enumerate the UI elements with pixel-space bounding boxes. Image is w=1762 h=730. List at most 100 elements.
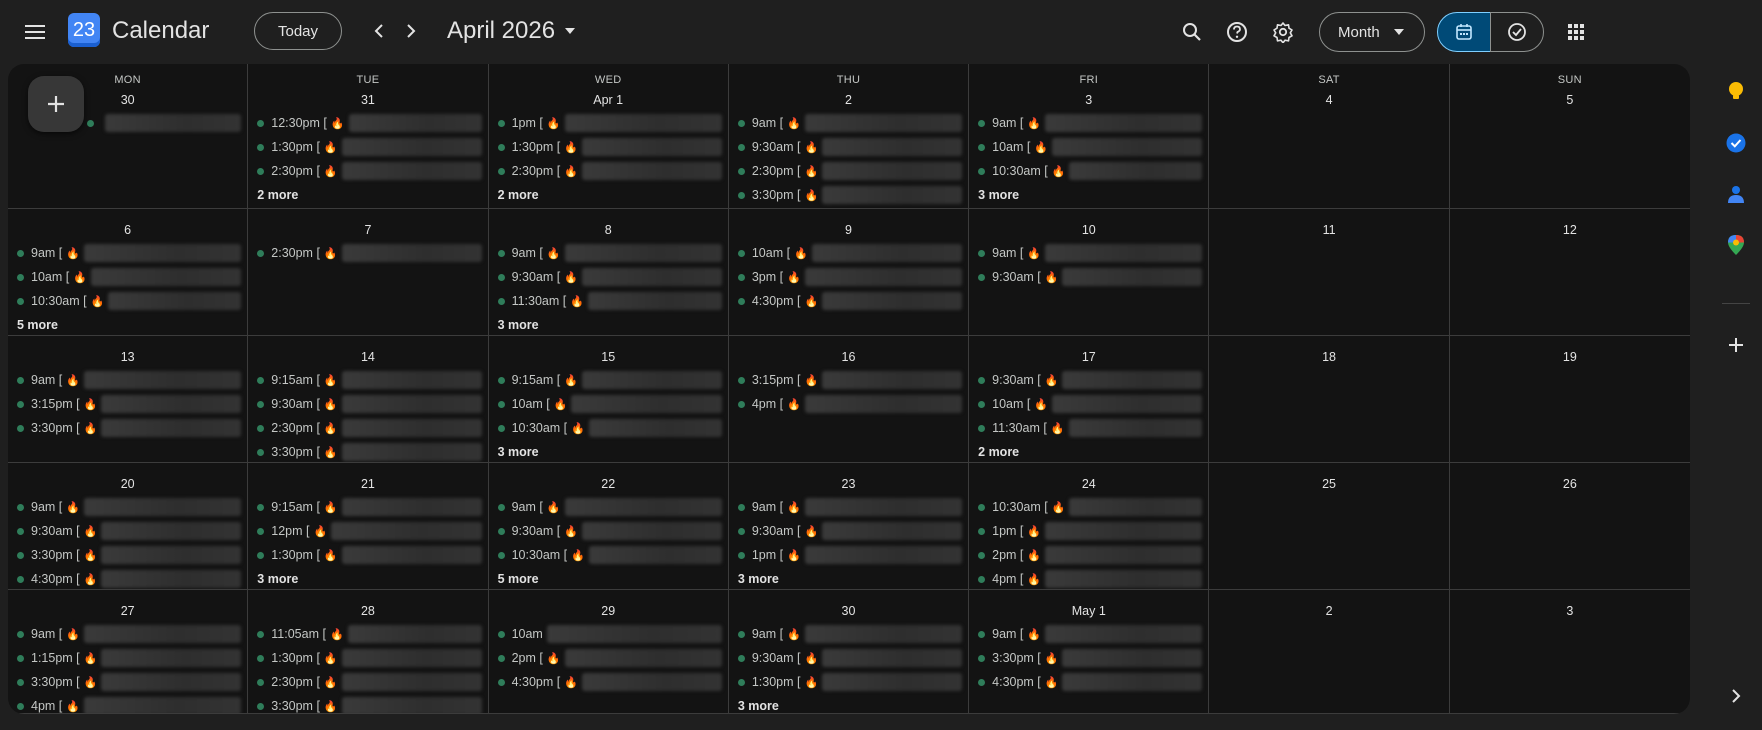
event-chip[interactable]: 2pm [🔥 (978, 543, 1203, 567)
next-month-button[interactable] (396, 16, 426, 46)
day-cell[interactable]: 12 (1449, 209, 1690, 336)
event-chip[interactable]: 9am [🔥 (978, 622, 1203, 646)
day-cell[interactable]: WED Apr 1 1pm [🔥 1:30pm [🔥 2:30pm [🔥 2 more (488, 64, 729, 209)
day-number[interactable]: 14 (360, 350, 375, 364)
event-chip[interactable]: 9:30am [🔥 (497, 519, 722, 543)
day-number[interactable]: 2 (845, 93, 852, 107)
day-number[interactable]: 18 (1322, 350, 1337, 364)
day-number[interactable]: 8 (604, 223, 612, 237)
day-number[interactable]: Apr 1 (593, 93, 624, 107)
keep-button[interactable] (1718, 74, 1754, 110)
day-cell[interactable]: THU 2 9am [🔥 9:30am [🔥 2:30pm [🔥 3:30pm [🔥 (728, 64, 970, 209)
day-number[interactable]: 11 (1322, 223, 1336, 237)
event-chip[interactable]: 12pm [🔥 (257, 519, 482, 543)
event-chip[interactable]: 1pm [🔥 (978, 519, 1203, 543)
event-chip[interactable]: 2:30pm [🔥 (257, 416, 482, 440)
event-chip[interactable]: 9:30am [🔥 (257, 392, 482, 416)
event-chip[interactable]: 1:30pm [🔥 (257, 646, 482, 670)
previous-month-button[interactable] (364, 16, 394, 46)
more-events-link[interactable]: 3 more (497, 318, 539, 332)
get-addons-button[interactable] (1718, 327, 1754, 363)
event-chip[interactable]: 9am [🔥 (978, 241, 1203, 265)
day-number[interactable]: 6 (124, 223, 132, 237)
event-chip[interactable]: 9:15am [🔥 (257, 495, 482, 519)
day-cell[interactable]: 9 10am [🔥 3pm [🔥 4:30pm [🔥 (728, 209, 970, 336)
event-chip[interactable]: 1pm [🔥 (497, 111, 722, 135)
help-button[interactable] (1219, 14, 1255, 50)
event-chip[interactable]: 10:30am [🔥 (497, 416, 722, 440)
day-cell[interactable]: 29 10am 2pm [🔥 4:30pm [🔥 (488, 590, 729, 714)
event-chip[interactable]: 11:30am [🔥 (978, 416, 1203, 440)
event-chip[interactable]: 2:30pm [🔥 (257, 241, 482, 265)
event-chip[interactable]: 1:30pm [🔥 (737, 670, 963, 694)
day-number[interactable]: May 1 (1071, 604, 1106, 618)
event-chip[interactable]: 9:15am [🔥 (497, 368, 722, 392)
day-cell[interactable]: 18 (1209, 336, 1450, 463)
event-chip[interactable]: 3:30pm [🔥 (737, 183, 963, 207)
contacts-button[interactable] (1718, 176, 1754, 212)
event-chip[interactable]: 9am [🔥 (978, 111, 1203, 135)
event-chip[interactable]: 10am [🔥 (497, 392, 722, 416)
event-chip[interactable]: 2:30pm [🔥 (737, 159, 963, 183)
event-chip[interactable]: 10am [🔥 (737, 241, 963, 265)
day-number[interactable]: 13 (120, 350, 135, 364)
today-button[interactable]: Today (254, 12, 342, 50)
show-side-panel-button[interactable] (1718, 678, 1754, 714)
event-chip[interactable]: 9:30am [🔥 (17, 519, 242, 543)
day-number[interactable]: 22 (601, 477, 616, 491)
day-cell[interactable]: 14 9:15am [🔥 9:30am [🔥 2:30pm [🔥 3:30pm [🔥 (248, 336, 489, 463)
event-chip[interactable]: 3:30pm [🔥 (978, 646, 1203, 670)
event-chip[interactable]: 3:30pm [🔥 (17, 670, 242, 694)
day-number[interactable]: 25 (1322, 477, 1337, 491)
event-chip[interactable]: 2:30pm [🔥 (257, 159, 482, 183)
more-events-link[interactable]: 3 more (257, 572, 299, 586)
day-cell[interactable]: 20 9am [🔥 9:30am [🔥 3:30pm [🔥 4:30pm [🔥 (8, 463, 249, 590)
search-button[interactable] (1174, 14, 1210, 50)
event-chip[interactable]: 9am [🔥 (17, 495, 242, 519)
event-chip[interactable]: 2pm [🔥 (497, 646, 722, 670)
event-chip[interactable]: 1:30pm [🔥 (497, 135, 722, 159)
event-chip[interactable]: 3pm [🔥 (737, 265, 963, 289)
event-chip[interactable]: 10:30am [🔥 (17, 289, 242, 313)
event-chip[interactable]: 9am [🔥 (17, 241, 242, 265)
event-chip[interactable]: 10:30am [🔥 (497, 543, 722, 567)
event-chip[interactable]: 4pm [🔥 (978, 567, 1203, 589)
day-number[interactable]: 29 (601, 604, 616, 618)
more-events-link[interactable]: 3 more (737, 572, 779, 586)
day-cell[interactable]: 16 3:15pm [🔥 4pm [🔥 (728, 336, 970, 463)
event-chip[interactable]: 11:30am [🔥 (497, 289, 722, 313)
more-events-link[interactable]: 2 more (257, 188, 299, 202)
tasks-view-toggle[interactable] (1490, 12, 1544, 52)
day-number[interactable]: 12 (1562, 223, 1577, 237)
day-number[interactable]: 27 (120, 604, 135, 618)
maps-button[interactable] (1718, 227, 1754, 263)
create-event-button[interactable] (28, 76, 84, 132)
day-cell[interactable]: SUN 5 (1449, 64, 1690, 209)
event-chip[interactable]: 10am (497, 622, 722, 646)
event-chip[interactable]: 4:30pm [🔥 (737, 289, 963, 313)
day-cell[interactable]: May 1 9am [🔥 3:30pm [🔥 4:30pm [🔥 (969, 590, 1210, 714)
event-chip[interactable]: 11:05am [🔥 (257, 622, 482, 646)
day-cell[interactable]: 22 9am [🔥 9:30am [🔥 10:30am [🔥 5 more (488, 463, 729, 590)
more-events-link[interactable]: 5 more (17, 318, 58, 332)
event-chip[interactable]: 3:30pm [🔥 (257, 440, 482, 462)
day-cell[interactable]: 7 2:30pm [🔥 (248, 209, 489, 336)
day-cell[interactable]: 8 9am [🔥 9:30am [🔥 11:30am [🔥 3 more (488, 209, 729, 336)
day-number[interactable]: 7 (364, 223, 372, 237)
event-chip[interactable]: 1:30pm [🔥 (257, 543, 482, 567)
event-chip[interactable]: 9am [🔥 (497, 241, 722, 265)
more-events-link[interactable]: 3 more (497, 445, 539, 459)
day-number[interactable]: 3 (1566, 604, 1574, 618)
event-chip[interactable]: 9am [🔥 (737, 111, 963, 135)
day-number[interactable]: 17 (1081, 350, 1096, 364)
day-cell[interactable]: SAT 4 (1209, 64, 1450, 209)
day-number[interactable]: 24 (1081, 477, 1096, 491)
day-cell[interactable]: 26 (1449, 463, 1690, 590)
event-chip[interactable]: 9:15am [🔥 (257, 368, 482, 392)
calendar-view-toggle[interactable] (1437, 12, 1491, 52)
event-chip[interactable]: 3:30pm [🔥 (257, 694, 482, 713)
event-chip[interactable]: 4:30pm [🔥 (17, 567, 242, 589)
more-events-link[interactable]: 2 more (497, 188, 539, 202)
event-chip[interactable]: 2:30pm [🔥 (257, 670, 482, 694)
event-chip[interactable]: 9:30am [🔥 (497, 265, 722, 289)
